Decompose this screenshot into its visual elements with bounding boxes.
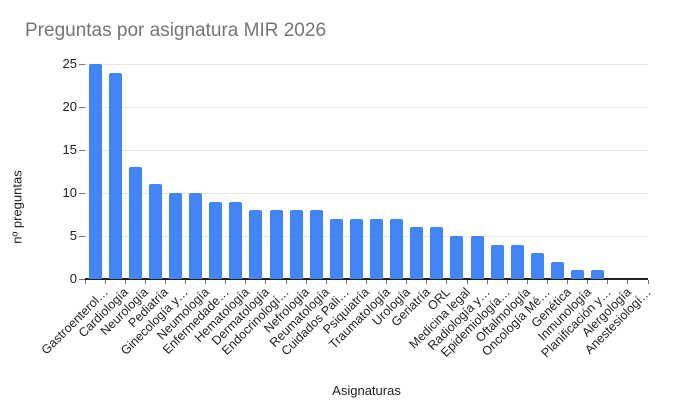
gridline: [85, 149, 648, 151]
x-tick-mark: [546, 280, 548, 284]
x-tick-mark: [587, 280, 589, 284]
x-tick-mark: [647, 280, 649, 284]
x-tick-mark: [466, 280, 468, 284]
bar[interactable]: [430, 227, 444, 279]
y-tick-label: 15: [62, 142, 77, 157]
x-tick-mark: [245, 280, 247, 284]
x-tick-mark: [426, 280, 428, 284]
x-tick-mark: [446, 280, 448, 284]
y-tick-label: 20: [62, 99, 77, 114]
x-tick-mark: [526, 280, 528, 284]
gridline: [85, 192, 648, 194]
x-tick-mark: [285, 280, 287, 284]
gridline: [85, 63, 648, 65]
x-tick-mark: [225, 280, 227, 284]
bar[interactable]: [249, 210, 263, 279]
gridline: [85, 235, 648, 237]
bar[interactable]: [309, 210, 323, 279]
bar[interactable]: [128, 167, 142, 279]
y-tick-label: 5: [69, 228, 77, 243]
bar[interactable]: [571, 270, 585, 279]
x-tick-mark: [506, 280, 508, 284]
x-tick-mark: [84, 280, 86, 284]
x-tick-mark: [205, 280, 207, 284]
bar[interactable]: [450, 236, 464, 279]
y-tick-mark: [79, 149, 85, 151]
x-tick-mark: [386, 280, 388, 284]
x-tick-mark: [406, 280, 408, 284]
bar[interactable]: [410, 227, 424, 279]
x-tick-mark: [325, 280, 327, 284]
x-tick-mark: [627, 280, 629, 284]
bar[interactable]: [329, 218, 343, 279]
y-tick-mark: [79, 63, 85, 65]
x-tick-mark: [567, 280, 569, 284]
bar[interactable]: [189, 193, 203, 279]
y-tick-label: 10: [62, 185, 77, 200]
x-tick-mark: [164, 280, 166, 284]
x-tick-mark: [607, 280, 609, 284]
x-tick-mark: [185, 280, 187, 284]
x-axis-line: [85, 278, 648, 280]
x-tick-mark: [486, 280, 488, 284]
x-tick-mark: [104, 280, 106, 284]
x-axis-title: Asignaturas: [332, 383, 401, 398]
y-tick-mark: [79, 192, 85, 194]
bar[interactable]: [148, 184, 162, 279]
x-tick-mark: [265, 280, 267, 284]
bar[interactable]: [209, 201, 223, 279]
bar[interactable]: [289, 210, 303, 279]
bar[interactable]: [229, 201, 243, 279]
chart-title: Preguntas por asignatura MIR 2026: [25, 20, 327, 41]
y-tick-mark: [79, 106, 85, 108]
bar[interactable]: [88, 64, 102, 279]
y-tick-mark: [79, 235, 85, 237]
bar[interactable]: [470, 236, 484, 279]
x-tick-mark: [305, 280, 307, 284]
x-tick-mark: [124, 280, 126, 284]
y-tick-label: 0: [69, 271, 77, 286]
bar[interactable]: [490, 244, 504, 279]
bar[interactable]: [530, 253, 544, 279]
x-tick-mark: [345, 280, 347, 284]
bar[interactable]: [390, 218, 404, 279]
bar[interactable]: [349, 218, 363, 279]
gridline: [85, 106, 648, 108]
bar[interactable]: [551, 261, 565, 279]
bar[interactable]: [108, 72, 122, 279]
y-tick-label: 25: [62, 56, 77, 71]
x-tick-mark: [144, 280, 146, 284]
y-tick-mark: [79, 278, 85, 280]
bar[interactable]: [168, 193, 182, 279]
bar[interactable]: [269, 210, 283, 279]
bar[interactable]: [591, 270, 605, 279]
bar[interactable]: [370, 218, 384, 279]
bar[interactable]: [510, 244, 524, 279]
x-tick-mark: [366, 280, 367, 284]
